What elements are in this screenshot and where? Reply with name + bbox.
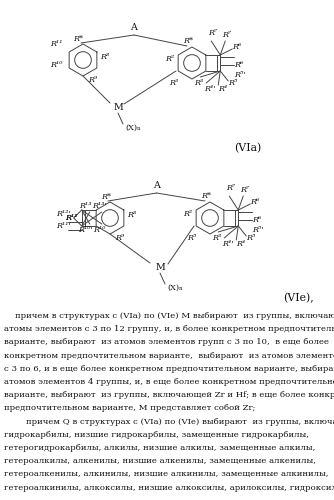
Text: R²: R² [165,55,175,63]
Text: конкретном предпочтительном варианте,  выбирают  из атомов элементов групп: конкретном предпочтительном варианте, вы… [4,352,334,360]
Text: R⁷: R⁷ [226,184,235,192]
Text: R¹¹': R¹¹' [56,222,71,230]
Text: R¹¹: R¹¹ [50,40,62,48]
Text: R⁴': R⁴' [222,240,234,248]
Text: R⁴: R⁴ [218,85,227,93]
Text: гетероалкенилы, алкинилы, низшие алкинилы, замещенные алкинилы,: гетероалкенилы, алкинилы, низшие алкинил… [4,470,329,478]
Text: R⁴: R⁴ [235,240,245,248]
Text: R⁶: R⁶ [252,216,261,224]
Text: варианте, выбирают  из атомов элементов групп с 3 по 10,  в еще более: варианте, выбирают из атомов элементов г… [4,338,329,346]
Text: причем Q в структурах с (VIa) по (VIe) выбирают  из группы, включающей: причем Q в структурах с (VIa) по (VIe) в… [4,418,334,426]
Text: R⁹: R⁹ [89,76,98,84]
Text: гидрокарбилы, низшие гидрокарбилы, замещенные гидрокарбилы,: гидрокарбилы, низшие гидрокарбилы, замещ… [4,431,309,439]
Text: R¹⁰': R¹⁰' [78,226,93,234]
Text: R¹³': R¹³' [93,202,107,210]
Text: с 3 по 6, и в еще более конкретном предпочтительном варианте, выбирают  из: с 3 по 6, и в еще более конкретном предп… [4,365,334,373]
Text: варианте, выбирают  из группы, включающей Zr и Hf; в еще более конкретном: варианте, выбирают из группы, включающей… [4,391,334,399]
Text: R⁵: R⁵ [228,79,237,87]
Text: R⁸: R⁸ [101,53,110,61]
Text: причем в структурах с (VIa) по (VIe) М выбирают  из группы, включающей: причем в структурах с (VIa) по (VIe) М в… [4,312,334,320]
Text: M: M [113,104,123,112]
Text: R³: R³ [194,79,203,87]
Text: R¹²: R¹² [65,214,78,222]
Text: R¹³: R¹³ [79,202,92,210]
Text: R⁴': R⁴' [204,85,216,93]
Text: R⁵: R⁵ [245,234,255,242]
Text: M: M [155,264,165,272]
Text: R³: R³ [169,79,179,87]
Text: R¹²': R¹²' [56,210,71,218]
Text: R³: R³ [212,234,221,242]
Text: R⁶: R⁶ [233,61,243,69]
Text: (X)ₙ: (X)ₙ [167,284,183,292]
Text: R¹¹: R¹¹ [65,214,78,222]
Text: (VIe),: (VIe), [283,293,313,303]
Text: R⁷: R⁷ [222,31,231,39]
Text: R⁷: R⁷ [208,29,217,37]
Text: A: A [131,24,137,32]
Text: R²: R² [183,210,193,218]
Text: R⁵': R⁵' [253,226,264,234]
Text: R⁶: R⁶ [249,198,259,206]
Text: R⁶: R⁶ [232,43,241,51]
Text: R*: R* [183,37,193,45]
Text: R⁵: R⁵ [187,234,197,242]
Text: гетерогидрокарбилы, алкилы, низшие алкилы, замещенные алкилы,: гетерогидрокарбилы, алкилы, низшие алкил… [4,444,315,452]
Text: R¹⁰: R¹⁰ [94,226,106,234]
Text: R*: R* [101,193,111,201]
Text: R*: R* [73,35,83,43]
Text: A: A [153,182,160,190]
Text: (X)ₙ: (X)ₙ [125,124,141,132]
Text: R¹⁰: R¹⁰ [50,61,62,69]
Text: R⁸: R⁸ [127,211,137,219]
Text: гетероалкинилы, алкоксилы, низшие алкоксилы, арилоксилы, гидроксилы,: гетероалкинилы, алкоксилы, низшие алкокс… [4,484,334,492]
Text: R*: R* [201,192,211,200]
Text: атомы элементов с 3 по 12 группу, и, в более конкретном предпочтительном: атомы элементов с 3 по 12 группу, и, в б… [4,325,334,333]
Text: R⁷: R⁷ [239,186,249,194]
Text: предпочтительном варианте, М представляет собой Zr;: предпочтительном варианте, М представляе… [4,404,256,412]
Text: гетероалкилы, алкенилы, низшие алкенилы, замещенные алкенилы,: гетероалкилы, алкенилы, низшие алкенилы,… [4,457,316,465]
Text: атомов элементов 4 группы, и, в еще более конкретном предпочтительном: атомов элементов 4 группы, и, в еще боле… [4,378,334,386]
Text: R⁹: R⁹ [115,234,125,242]
Text: (VIa): (VIa) [234,143,262,153]
Text: R⁵': R⁵' [234,71,246,79]
